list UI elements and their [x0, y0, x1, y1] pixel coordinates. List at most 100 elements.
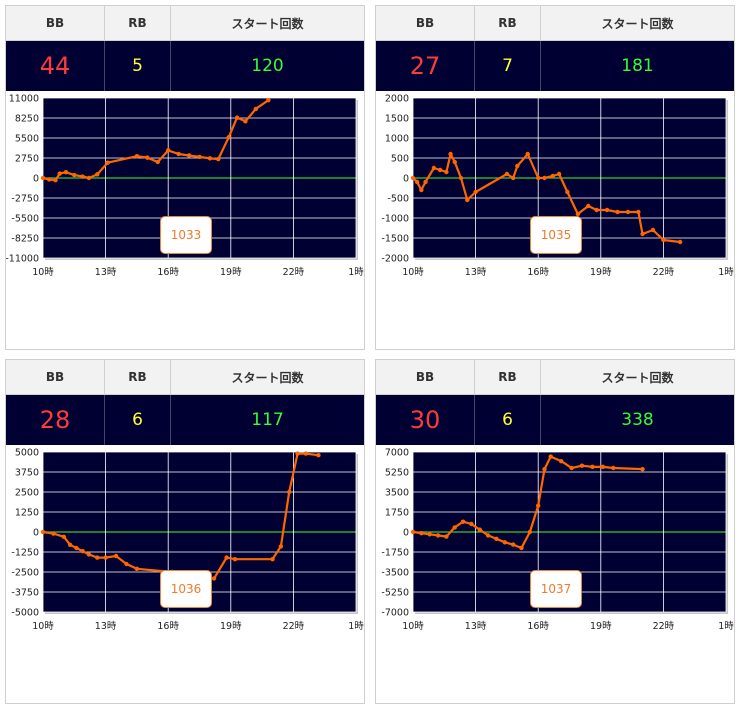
slump-chart: 7000 5250 3500 1750 0 -1750 -3500 -5250 -7000 10時…	[381, 448, 734, 633]
y-tick-label: 5500	[15, 134, 39, 145]
data-point	[134, 153, 140, 159]
data-point	[145, 155, 150, 160]
x-tick-label: 1時	[348, 621, 364, 632]
data-point	[124, 561, 129, 567]
data-point	[186, 153, 192, 158]
header-bb: BB	[376, 6, 475, 41]
data-point	[234, 115, 240, 120]
data-point	[278, 544, 284, 549]
y-tick-label: 11000	[9, 94, 39, 105]
start-count: 120	[170, 40, 364, 91]
data-point	[414, 179, 420, 185]
data-point	[266, 97, 271, 103]
data-point	[316, 453, 321, 458]
data-point	[253, 106, 259, 112]
x-tick-label: 16時	[527, 267, 549, 278]
y-tick-label: 0	[33, 528, 39, 539]
y-tick-label: 8250	[15, 114, 39, 125]
x-tick-label: 19時	[590, 621, 612, 632]
x-tick-label: 16時	[157, 621, 179, 632]
y-tick-label: 0	[403, 528, 409, 539]
machine-number-button[interactable]: 1033	[160, 216, 212, 254]
data-point	[113, 553, 119, 559]
data-point	[410, 529, 416, 535]
y-tick-label: 5000	[15, 448, 39, 459]
data-point	[510, 542, 516, 547]
x-tick-label: 19時	[220, 267, 242, 278]
data-point	[224, 555, 229, 560]
slump-chart: 2000 1500 1000 500 0 -500 -1000 -1500 -2000 10時 13…	[381, 94, 734, 279]
data-point	[211, 576, 217, 581]
data-point	[542, 466, 547, 472]
data-point	[80, 549, 85, 554]
data-point	[95, 172, 100, 177]
y-tick-label: 1000	[385, 134, 409, 145]
data-point	[303, 451, 309, 456]
data-point	[134, 566, 140, 571]
rb-count: 6	[104, 394, 171, 445]
data-point	[600, 464, 606, 470]
machine-number-button[interactable]: 1035	[530, 216, 582, 254]
data-point	[226, 135, 231, 140]
header-start-count: スタート回数	[540, 6, 734, 41]
data-point	[40, 529, 46, 535]
data-point	[295, 451, 300, 456]
data-point	[155, 159, 160, 165]
data-point	[625, 209, 631, 215]
data-point	[419, 530, 424, 536]
machine-number-button[interactable]: 1037	[530, 570, 582, 608]
data-point	[565, 189, 570, 195]
x-tick-label: 16時	[157, 267, 179, 278]
data-point	[536, 175, 541, 181]
bb-count: 27	[376, 40, 475, 91]
data-point	[166, 148, 171, 153]
x-tick-label: 13時	[95, 267, 117, 278]
x-tick-label: 10時	[32, 267, 54, 278]
data-point	[74, 545, 79, 551]
header-rb: RB	[104, 360, 171, 395]
x-tick-label: 13時	[465, 267, 487, 278]
data-point	[569, 465, 574, 471]
header-bb: BB	[6, 6, 105, 41]
x-tick-label: 22時	[283, 621, 305, 632]
y-tick-label: -2500	[11, 568, 39, 579]
data-point	[536, 503, 541, 508]
data-point	[67, 542, 73, 547]
y-tick-label: -1000	[381, 214, 409, 225]
y-tick-label: -2000	[381, 254, 409, 265]
y-tick-label: 1250	[15, 508, 39, 519]
slump-chart: 5000 3750 2500 1250 0 -1250 -2500 -3750 -5000 10時…	[11, 448, 364, 633]
y-tick-label: -5250	[381, 588, 409, 599]
data-point	[437, 167, 443, 173]
x-tick-label: 19時	[220, 621, 242, 632]
y-tick-label: -5000	[11, 608, 39, 619]
y-tick-label: 0	[403, 174, 409, 185]
y-tick-label: -8250	[11, 234, 39, 245]
data-point	[515, 163, 520, 169]
machine-card-1037: BB RB スタート回数 30 6 338 7000 5250 3500 1750 0 -…	[375, 359, 735, 704]
y-tick-label: -11000	[6, 254, 39, 265]
data-point	[477, 527, 482, 532]
data-point	[86, 552, 92, 557]
data-point	[207, 156, 213, 161]
machine-number-button[interactable]: 1036	[160, 570, 212, 608]
header-rb: RB	[474, 360, 541, 395]
y-tick-label: 500	[391, 154, 409, 165]
data-point	[287, 489, 292, 495]
data-point	[197, 154, 202, 160]
header-rb: RB	[474, 6, 541, 41]
data-point	[558, 458, 564, 464]
data-point	[550, 173, 556, 179]
y-tick-label: -500	[387, 194, 409, 205]
data-point	[232, 557, 238, 562]
rb-count: 5	[104, 40, 171, 91]
header-start-count: スタート回数	[540, 360, 734, 395]
data-point	[95, 555, 100, 560]
y-tick-label: -1250	[11, 548, 39, 559]
data-point	[661, 237, 666, 243]
data-point	[452, 525, 457, 530]
header-bb: BB	[6, 360, 105, 395]
y-tick-label: -3500	[381, 568, 409, 579]
data-point	[419, 187, 424, 193]
data-point	[473, 189, 478, 195]
